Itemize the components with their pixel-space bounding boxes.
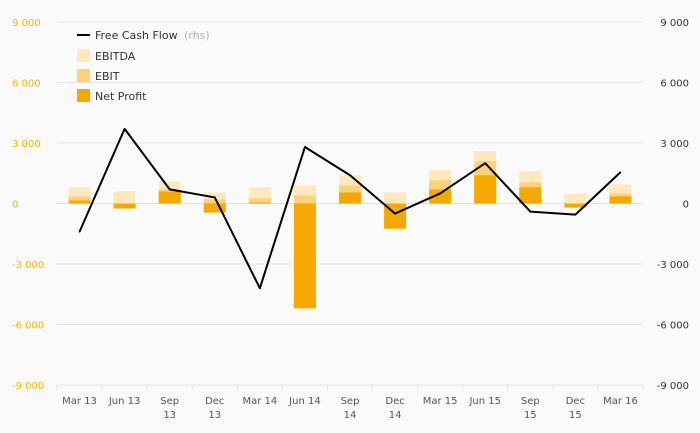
bar-net-profit [474, 175, 497, 204]
y-axis-right: 9 000 6 000 3 000 0 -3 000 -6 000 -9 000 [657, 18, 689, 392]
x-tick-label: Dec 14 [385, 396, 404, 421]
legend-swatch-net-profit [77, 89, 90, 102]
x-tick-label: Sep 15 [521, 396, 540, 421]
legend-swatch-ebit [77, 69, 90, 82]
y-tick-label-right: 3 000 [660, 139, 689, 150]
x-tick-label: Mar 16 [603, 396, 638, 407]
x-tick-label: Mar 15 [423, 396, 458, 407]
line-point-free-cash-flow [619, 171, 622, 174]
y-tick-label-right: -3 000 [657, 260, 689, 271]
x-tick-label: Dec 13 [205, 396, 224, 421]
line-point-free-cash-flow [259, 287, 261, 290]
y-tick-label-left: -9 000 [12, 381, 44, 392]
bar-ebitda [384, 192, 407, 204]
bar-ebitda [113, 191, 136, 204]
y-tick-label-left: -6 000 [12, 321, 44, 332]
bar-net-profit [429, 189, 452, 204]
y-tick-label-right: 9 000 [660, 18, 689, 29]
bar-net-profit [113, 203, 136, 209]
y-tick-label-right: -6 000 [657, 321, 689, 332]
bar-net-profit [564, 203, 587, 208]
line-point-free-cash-flow [78, 230, 81, 233]
line-point-free-cash-flow [439, 192, 441, 195]
y-tick-label-left: 6 000 [12, 79, 41, 90]
x-tick-label: Jun 15 [468, 396, 501, 407]
bars [68, 151, 632, 309]
bar-net-profit [293, 203, 316, 309]
bar-net-profit [519, 187, 542, 204]
bar-net-profit [248, 202, 271, 204]
line-point-free-cash-flow [168, 188, 171, 191]
bar-net-profit [609, 196, 632, 204]
bar-net-profit [203, 203, 226, 213]
legend: Free Cash Flow (rhs) EBITDA EBIT Net Pro… [77, 29, 210, 103]
fcf-line [78, 127, 622, 290]
y-tick-label-left: 9 000 [12, 18, 41, 29]
line-point-free-cash-flow [394, 212, 396, 215]
bar-ebit [248, 198, 271, 204]
x-tick-label: Jun 14 [288, 396, 321, 407]
legend-swatch-ebitda [77, 49, 90, 62]
y-tick-label-left: -3 000 [12, 260, 44, 271]
legend-label-rhs: (rhs) [184, 29, 210, 42]
x-tick-label: Dec 15 [566, 396, 585, 421]
y-tick-label-right: 0 [683, 200, 689, 211]
x-axis: Mar 13 Jun 13 Sep 13 Dec 13 Mar 14 Jun 14 Sep 14 D… [56, 384, 644, 421]
x-tick-label: Mar 14 [242, 396, 277, 407]
line-point-free-cash-flow [304, 146, 306, 148]
line-point-free-cash-flow [484, 162, 487, 164]
y-tick-label-right: 6 000 [660, 79, 689, 90]
x-tick-label: Sep 14 [341, 396, 360, 421]
bar-ebit [203, 199, 226, 204]
bar-ebitda [564, 193, 587, 204]
legend-label-ebitda: EBITDA [95, 50, 136, 63]
y-tick-label-right: -9 000 [657, 381, 689, 392]
line-point-free-cash-flow [574, 213, 577, 216]
y-tick-label-left: 3 000 [12, 139, 41, 150]
line-point-free-cash-flow [213, 196, 216, 199]
legend-label-ebit: EBIT [95, 70, 120, 83]
line-point-free-cash-flow [123, 128, 126, 130]
bar-ebit [293, 195, 316, 204]
y-tick-label-left: 0 [12, 200, 18, 211]
y-axis-left: 9 000 6 000 3 000 0 -3 000 -6 000 -9 000 [12, 18, 44, 392]
x-tick-label: Mar 13 [62, 396, 97, 407]
line-point-free-cash-flow [349, 174, 351, 177]
bar-net-profit [68, 200, 91, 204]
line-point-free-cash-flow [529, 210, 532, 213]
x-tick-label: Sep 13 [160, 396, 179, 421]
bar-net-profit [158, 191, 181, 204]
bar-net-profit [339, 192, 361, 204]
legend-label-net-profit: Net Profit [95, 90, 147, 103]
x-tick-label: Jun 13 [108, 396, 141, 407]
legend-label-free-cash-flow: Free Cash Flow (rhs) [95, 29, 210, 42]
bar-ebit [68, 196, 91, 204]
